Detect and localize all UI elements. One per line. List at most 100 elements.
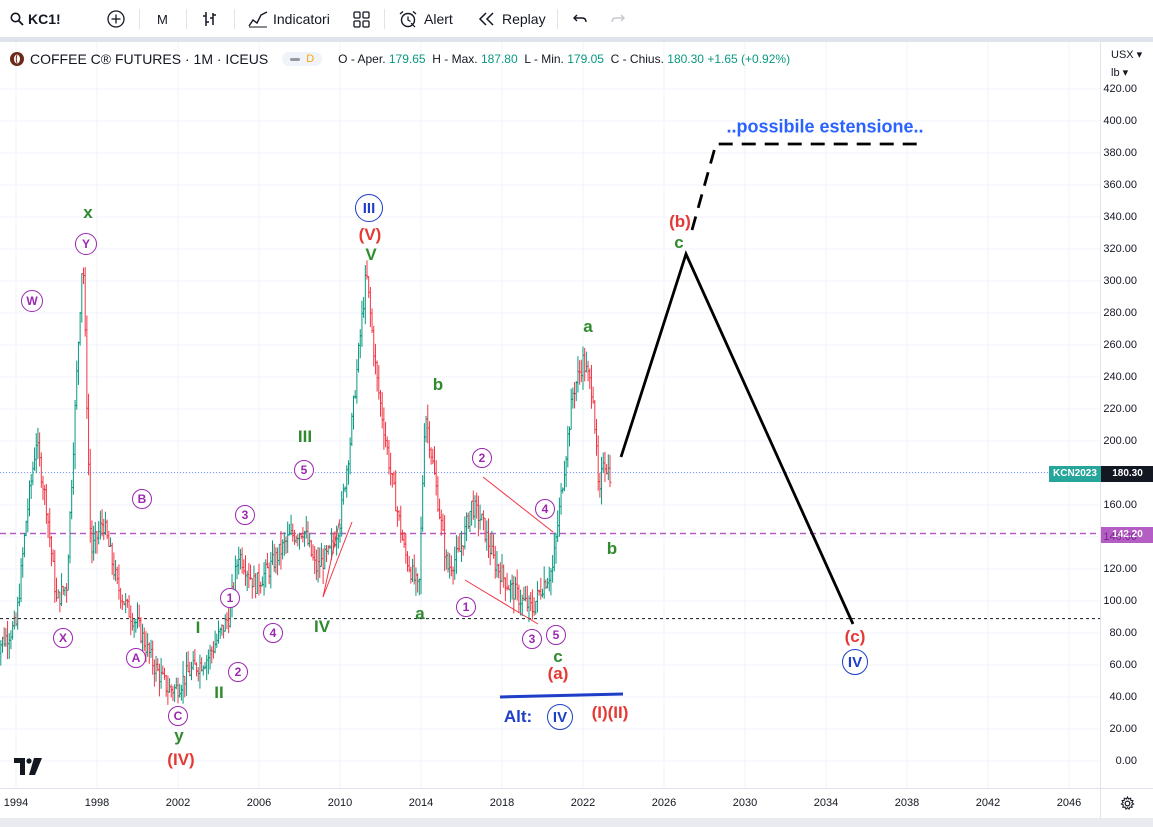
circled-wave-label[interactable]: 2	[228, 662, 248, 682]
circled-wave-label[interactable]: Y	[75, 233, 97, 255]
interval-label: M	[157, 11, 168, 27]
price-tick-label: 60.00	[1109, 659, 1137, 671]
price-tick-label: 280.00	[1103, 307, 1137, 319]
current-symbol-badge: KCN2023	[1049, 466, 1101, 482]
wave-label[interactable]: (b)	[669, 212, 691, 231]
open-label: O - Aper.	[338, 52, 386, 66]
extension-annotation[interactable]: ..possibile estensione..	[726, 116, 924, 137]
circled-wave-label[interactable]: 1	[456, 597, 476, 617]
circled-wave-label[interactable]: 4	[263, 623, 283, 643]
wave-label[interactable]: III	[297, 427, 313, 446]
time-tick-label: 2046	[1056, 797, 1082, 809]
circled-wave-label[interactable]: 4	[535, 499, 555, 519]
wave-label[interactable]: a	[583, 317, 593, 336]
change-value: +1.65	[707, 52, 738, 66]
gear-icon[interactable]	[1120, 796, 1135, 811]
chart-pane[interactable]: COFFEE C® FUTURES · 1M · ICEUS D O - Ape…	[0, 42, 1100, 788]
low-value: 179.05	[567, 52, 604, 66]
circled-wave-label[interactable]: IV	[547, 704, 573, 730]
time-tick-label: 2002	[165, 797, 191, 809]
circled-wave-label[interactable]: A	[126, 648, 146, 668]
wave-label[interactable]: x	[83, 203, 93, 222]
wave-label[interactable]: IV	[313, 617, 331, 636]
circled-wave-label[interactable]: X	[53, 628, 73, 648]
symbol-search[interactable]: KC1!	[10, 0, 61, 38]
settings-corner[interactable]	[1100, 788, 1153, 818]
circled-wave-label[interactable]: 2	[472, 448, 492, 468]
top-toolbar: KC1! M Indicatori Alert Replay	[0, 0, 1153, 38]
time-tick-label: 2030	[732, 797, 758, 809]
chart-type-button[interactable]	[201, 0, 219, 38]
price-tick-label: 300.00	[1103, 275, 1137, 287]
projected-wave-path	[619, 250, 855, 625]
search-icon	[10, 12, 24, 26]
time-tick-label: 1998	[84, 797, 110, 809]
alt-annotation[interactable]: Alt:	[503, 707, 533, 726]
circled-wave-label[interactable]: 1	[220, 588, 240, 608]
time-axis[interactable]: 1994 1998 2002 2006 2010 2014 2018 2022 2026 2030…	[0, 788, 1100, 818]
redo-button[interactable]	[610, 0, 626, 38]
coffee-logo-icon	[10, 52, 24, 66]
change-pct-value: (+0.92%)	[741, 52, 791, 66]
wave-label[interactable]: (IV)	[167, 750, 195, 769]
interval-button[interactable]: M	[157, 0, 168, 38]
circled-wave-label[interactable]: 3	[235, 505, 255, 525]
indicators-label: Indicatori	[273, 11, 330, 27]
wave-label[interactable]: a	[415, 604, 425, 623]
unit-selector[interactable]: lb ▾	[1111, 67, 1129, 79]
wave-label[interactable]: (a)	[547, 664, 569, 683]
layouts-button[interactable]	[353, 0, 370, 38]
circled-wave-label[interactable]: III	[355, 194, 383, 222]
compare-button[interactable]	[106, 0, 126, 38]
add-symbol-icon	[107, 10, 125, 28]
circled-wave-label[interactable]: 5	[546, 625, 566, 645]
wave-label[interactable]: b	[432, 375, 444, 394]
wave-label[interactable]: V	[365, 245, 377, 264]
wave-label[interactable]: (c)	[844, 627, 866, 646]
wave-label[interactable]: (V)	[358, 225, 382, 244]
wedge-line	[322, 518, 341, 598]
price-tick-label: 420.00	[1103, 83, 1137, 95]
tradingview-logo[interactable]	[14, 758, 44, 776]
price-tick-label: 80.00	[1109, 627, 1137, 639]
wave-label[interactable]: c	[674, 233, 684, 252]
level-price-badge: 142.20	[1101, 527, 1153, 543]
circled-wave-label[interactable]: B	[132, 489, 152, 509]
toolbar-divider	[186, 9, 187, 29]
currency-selector[interactable]: USX ▾	[1111, 49, 1143, 61]
circled-wave-label[interactable]: 5	[294, 460, 314, 480]
low-label: L - Min.	[524, 52, 564, 66]
symbol-label: KC1!	[28, 11, 61, 27]
price-tick-label: 200.00	[1103, 435, 1137, 447]
price-tick-label: 220.00	[1103, 403, 1137, 415]
wave-label[interactable]: I	[195, 618, 201, 637]
circled-wave-label[interactable]: IV	[842, 649, 868, 675]
bottom-strip	[0, 818, 1153, 827]
time-tick-label: 2018	[489, 797, 515, 809]
wave-label[interactable]: (I)(II)	[591, 703, 629, 722]
undo-button[interactable]	[572, 0, 588, 38]
indicators-button[interactable]: Indicatori	[248, 0, 330, 38]
wave-label[interactable]: b	[606, 539, 618, 558]
price-axis[interactable]: USX ▾ lb ▾ 420.00 400.00 380.00 360.00 340.0…	[1049, 42, 1153, 788]
time-tick-label: 2038	[894, 797, 920, 809]
price-tick-label: 20.00	[1109, 723, 1137, 735]
toolbar-divider	[557, 9, 558, 29]
rewind-icon	[478, 12, 494, 26]
bar-chart-icon	[203, 12, 216, 26]
alert-button[interactable]: Alert	[398, 0, 453, 38]
replay-button[interactable]: Replay	[478, 0, 546, 38]
time-tick-label: 2026	[651, 797, 677, 809]
wave-label[interactable]: y	[174, 726, 184, 745]
circled-wave-label[interactable]: 3	[522, 629, 542, 649]
wave-label[interactable]: c	[553, 647, 563, 666]
circled-wave-label[interactable]: W	[21, 290, 43, 312]
wedge-line	[464, 579, 539, 625]
data-status-pill[interactable]: D	[282, 52, 323, 66]
toolbar-divider	[234, 9, 235, 29]
chart-canvas[interactable]	[0, 42, 1100, 788]
price-tick-label: 160.00	[1103, 499, 1137, 511]
wave-label[interactable]: II	[214, 683, 224, 702]
price-tick-label: 360.00	[1103, 179, 1137, 191]
circled-wave-label[interactable]: C	[168, 706, 188, 726]
